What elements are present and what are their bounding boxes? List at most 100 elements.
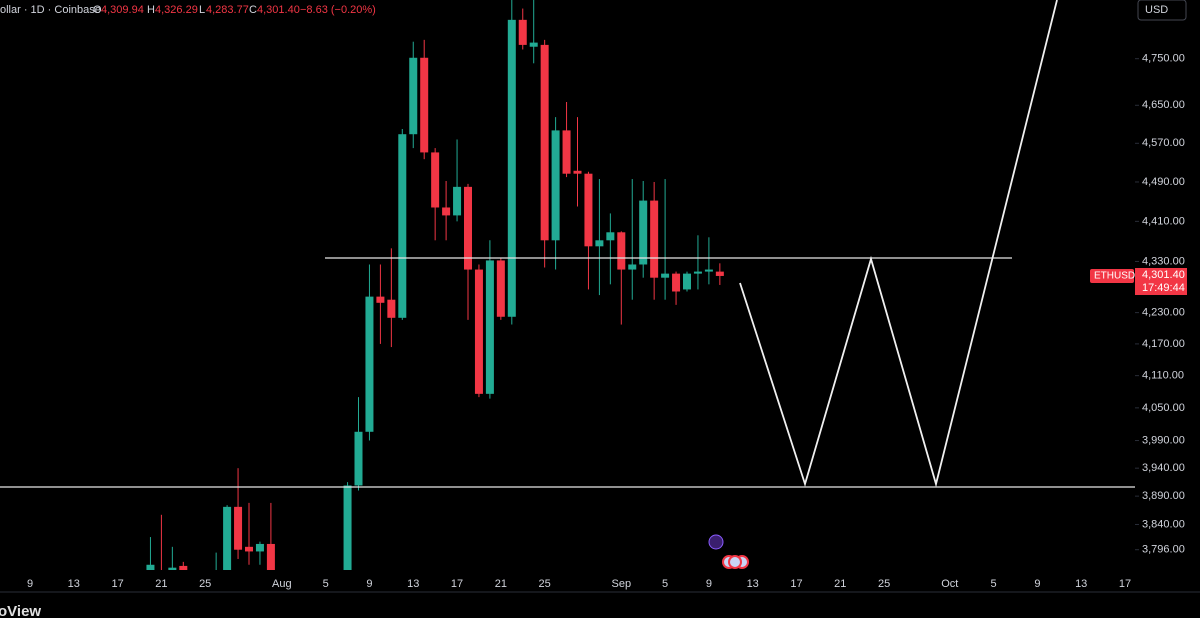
candle-body [485, 260, 494, 394]
candle-body [234, 506, 243, 550]
countdown: 17:49:44 [1142, 282, 1185, 294]
w-pattern [739, 0, 1058, 488]
event-icon [708, 534, 724, 550]
x-tick-label: 9 [27, 578, 33, 590]
candle-body [628, 264, 637, 270]
candle-body [693, 271, 702, 274]
ohlc-value: 4,309.94 [101, 4, 144, 16]
last-price: 4,301.40 [1142, 269, 1185, 281]
candle-body [507, 19, 516, 317]
candle-body [595, 240, 604, 247]
symbol: ollar · 1D · Coinbase [0, 4, 101, 16]
y-tick-label: 4,330.00 [1142, 255, 1185, 267]
x-tick-label: Aug [272, 578, 292, 590]
x-tick-label: 9 [366, 578, 372, 590]
y-tick-label: 4,650.00 [1142, 99, 1185, 111]
x-tick-label: 13 [68, 578, 80, 590]
candle-body [453, 186, 462, 216]
currency-button[interactable] [1137, 0, 1187, 21]
candle-body [683, 273, 691, 290]
candle-body [639, 200, 648, 265]
x-tick-label: Oct [941, 578, 958, 590]
event-icon [728, 555, 742, 569]
ohlc-value: 4,326.29 [155, 4, 198, 16]
candle-body [354, 431, 363, 486]
x-tick-label: 17 [451, 578, 463, 590]
x-tick-label: 17 [1119, 578, 1131, 590]
x-tick-label: 9 [706, 578, 712, 590]
candle-body [343, 485, 352, 570]
x-tick-label: 17 [111, 578, 123, 590]
candle-body [672, 273, 681, 292]
candle-body [551, 130, 560, 241]
candle-body [529, 42, 538, 47]
candle-body [573, 170, 582, 174]
candle-body [496, 260, 505, 317]
x-tick-label: 17 [790, 578, 802, 590]
x-tick-label: 5 [323, 578, 329, 590]
ohlc-value: 4,301.40 [257, 4, 300, 16]
y-tick-label: 4,410.00 [1142, 215, 1185, 227]
candle-body [168, 567, 177, 570]
ohlc-label: C [249, 4, 257, 16]
y-tick-label: 3,840.00 [1142, 518, 1185, 530]
y-tick-label: 3,990.00 [1142, 434, 1185, 446]
candle-body [223, 506, 232, 570]
candle-body [266, 543, 275, 570]
y-tick-label: 4,490.00 [1142, 176, 1185, 188]
x-tick-label: Sep [612, 578, 632, 590]
candle-body [245, 546, 253, 552]
x-tick-label: 21 [495, 578, 507, 590]
currency[interactable]: USD [1145, 4, 1168, 16]
x-tick-label: 21 [155, 578, 167, 590]
candle-body [650, 200, 659, 278]
price-box [1135, 268, 1187, 295]
candles [146, 0, 724, 570]
candle-body [431, 152, 440, 208]
candle-body [474, 269, 483, 394]
x-tick-label: 9 [1034, 578, 1040, 590]
header: ollar · 1D · Coinbase O 4,309.94 H 4,326… [0, 4, 376, 16]
candle-body [584, 173, 593, 247]
candle-body [518, 19, 527, 45]
candle-body [387, 299, 396, 318]
x-tick-label: 25 [539, 578, 551, 590]
candle-body [398, 134, 407, 318]
x-tick-label: 25 [199, 578, 211, 590]
x-tick-label: 13 [407, 578, 419, 590]
ohlc-label: H [147, 4, 155, 16]
candle-body [409, 57, 418, 135]
watermark: oView [0, 603, 41, 618]
symbol-tag-box [1090, 269, 1134, 283]
y-tick-label: 4,750.00 [1142, 53, 1185, 65]
x-tick-label: 13 [747, 578, 759, 590]
candle-body [420, 57, 429, 153]
candle-body [661, 273, 670, 278]
candle-body [715, 271, 724, 276]
x-tick-label: 13 [1075, 578, 1087, 590]
y-tick-label: 4,170.00 [1142, 338, 1185, 350]
y-tick-label: 4,050.00 [1142, 402, 1185, 414]
candle-body [704, 269, 713, 272]
candle-body [617, 232, 626, 270]
change: −8.63 (−0.20%) [300, 4, 376, 16]
ohlc-value: 4,283.77 [206, 4, 249, 16]
candle-body [464, 186, 472, 270]
candle-body [562, 130, 571, 174]
y-tick-label: 4,110.00 [1142, 370, 1184, 382]
ohlc-label: L [199, 4, 205, 16]
candle-body [606, 232, 615, 241]
candle-body [376, 296, 385, 303]
candle-body [146, 564, 155, 570]
x-tick-label: 5 [662, 578, 668, 590]
candle-body [365, 296, 374, 432]
symbol-tag: ETHUSD [1094, 271, 1135, 282]
candle-body [442, 207, 451, 216]
y-tick-label: 3,796.00 [1142, 544, 1185, 556]
candle-body [255, 543, 264, 552]
x-tick-label: 25 [878, 578, 890, 590]
candle-body [540, 44, 549, 241]
y-tick-label: 3,890.00 [1142, 490, 1185, 502]
